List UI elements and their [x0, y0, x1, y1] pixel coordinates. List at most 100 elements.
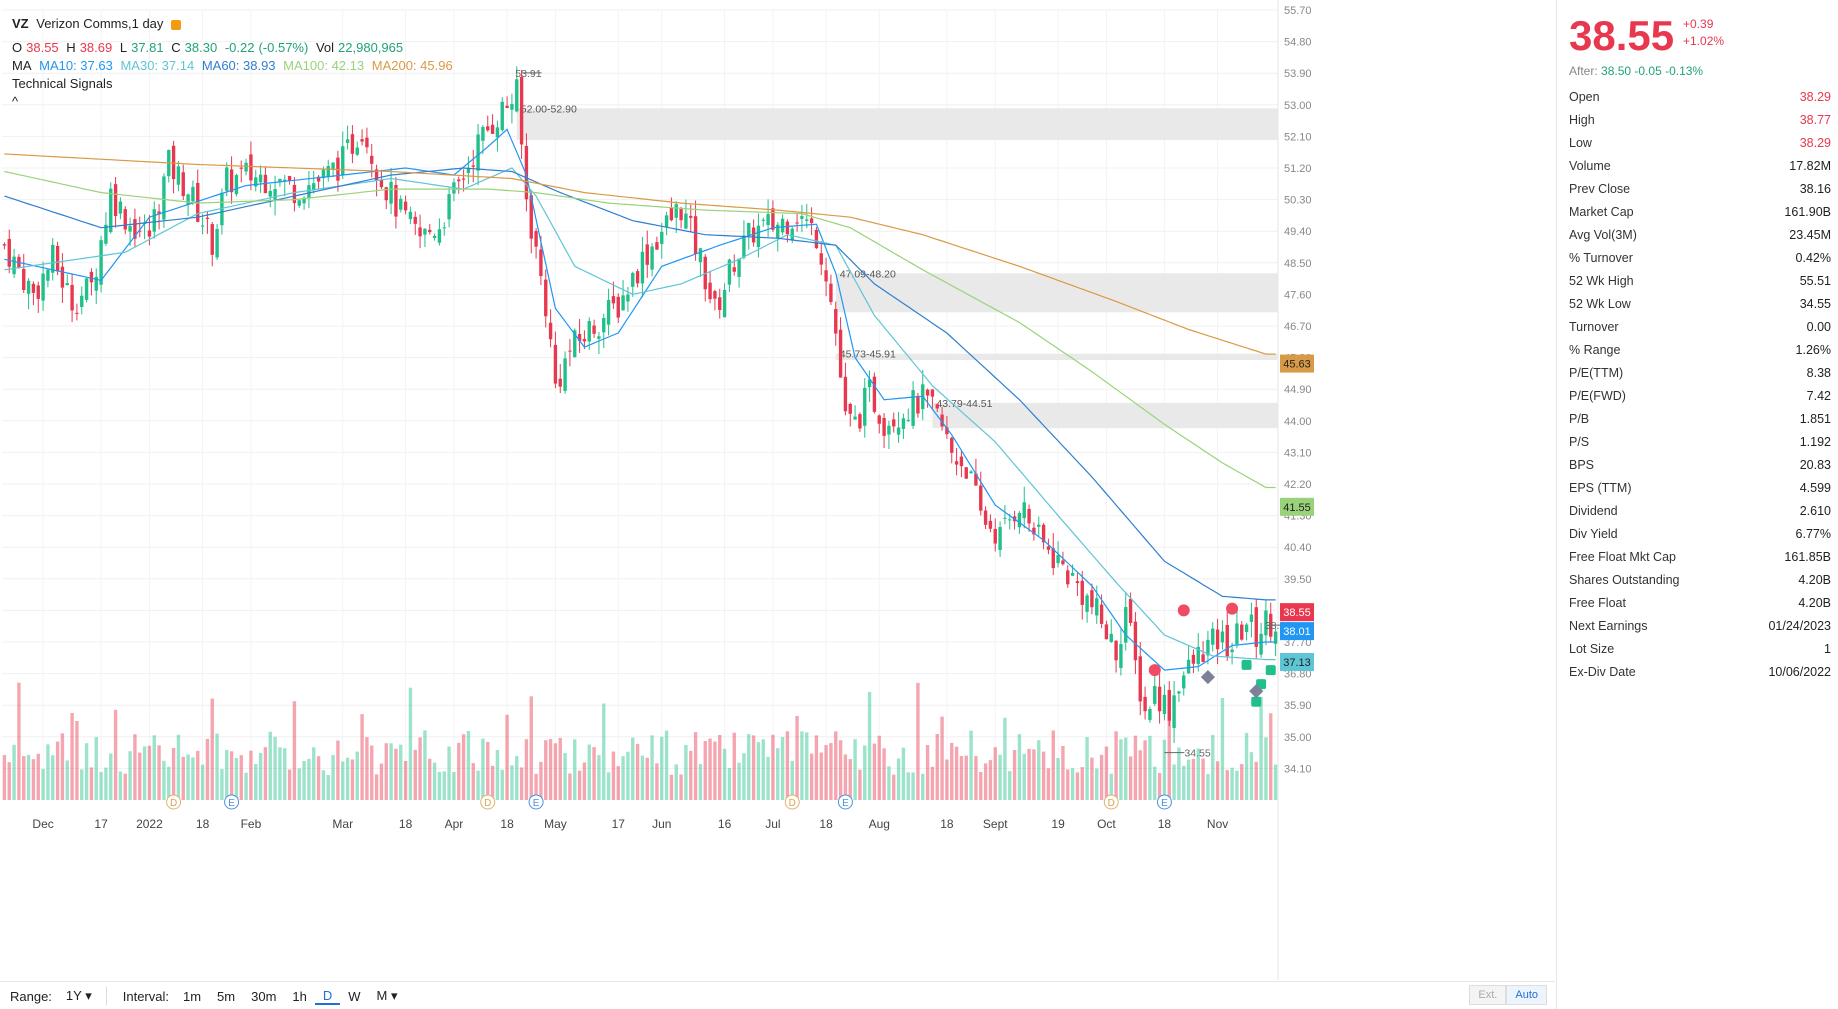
interval-d[interactable]: D: [314, 988, 341, 1005]
volume-bar: [1157, 773, 1162, 800]
stat-row: Free Float Mkt Cap 161.85B: [1569, 546, 1831, 569]
doc-icon[interactable]: [171, 19, 182, 30]
zone-label: 47.09-48.20: [840, 268, 896, 280]
volume-bar: [1196, 748, 1200, 800]
candle-body: [341, 146, 345, 176]
technical-signals[interactable]: Technical Signals: [12, 76, 113, 91]
volume-bar: [708, 738, 712, 800]
stat-label: 52 Wk High: [1569, 274, 1634, 288]
y-tick-label: 44.90: [1284, 384, 1312, 396]
volume-bar: [1225, 770, 1229, 800]
candle-body: [1027, 508, 1031, 524]
y-tick-label: 52.10: [1284, 131, 1312, 143]
volume-bar: [906, 772, 910, 800]
range-label: Range:: [10, 988, 52, 1004]
price-chart[interactable]: 55.70 54.80 53.90 53.00 52.10 51.20 50.30 49.40…: [0, 0, 1555, 980]
interval-30m[interactable]: 30m: [251, 988, 277, 1004]
volume-bar: [403, 760, 408, 800]
volume-bar: [1172, 764, 1176, 800]
ma10-legend: MA10: 37.63: [39, 58, 113, 73]
price-tag-label: 37.13: [1283, 657, 1311, 669]
y-tick-label: 35.00: [1284, 732, 1312, 744]
candle-body: [882, 417, 886, 436]
event-dividend-icon: [784, 794, 800, 810]
volume-bar: [200, 764, 205, 800]
collapse-icon[interactable]: ^: [12, 94, 19, 109]
stat-label: P/B: [1569, 412, 1590, 426]
x-tick-label: 18: [196, 817, 210, 831]
candle-body: [99, 240, 103, 285]
volume-bar: [727, 768, 732, 800]
volume-bar: [432, 762, 437, 800]
candle-body: [785, 221, 790, 235]
ma60-legend: MA60: 38.93: [201, 58, 276, 73]
resistance-zone: [835, 353, 1278, 361]
interval-1m[interactable]: 1m: [182, 988, 202, 1004]
range-select[interactable]: 1Y ▾: [65, 988, 92, 1003]
candle-body: [1201, 654, 1205, 662]
interval-1h[interactable]: 1h: [292, 988, 307, 1004]
volume-bar: [133, 734, 137, 800]
auto-button[interactable]: Auto: [1506, 985, 1547, 1005]
candle-body: [834, 309, 838, 334]
stat-value: 4.599: [1799, 481, 1831, 495]
volume-bar: [278, 747, 282, 800]
volume-bar: [1206, 774, 1210, 800]
candle-body: [326, 166, 330, 178]
candle-body: [1114, 640, 1118, 661]
volume-bar: [138, 752, 142, 800]
candle-body: [524, 145, 529, 200]
volume-bar: [452, 772, 456, 800]
candle-body: [872, 376, 877, 412]
stat-label: Low: [1569, 136, 1592, 150]
x-tick-label: Oct: [1097, 817, 1116, 831]
volume-bar: [621, 756, 625, 800]
interval-w[interactable]: W: [348, 988, 361, 1004]
high-value: 38.69: [79, 40, 113, 55]
candle-body: [181, 172, 185, 197]
volume-bar: [829, 743, 833, 800]
volume-bar: [1201, 758, 1205, 800]
volume-bar: [548, 739, 553, 800]
volume-bar: [756, 742, 761, 800]
candle-body: [553, 344, 558, 384]
candle-body: [186, 194, 190, 205]
candle-body: [225, 167, 229, 191]
volume-bar: [360, 714, 364, 800]
candle-body: [1225, 625, 1229, 657]
stat-label: Free Float Mkt Cap: [1569, 550, 1676, 564]
candle-body: [1070, 573, 1075, 576]
candle-body: [1220, 631, 1225, 643]
candle-body: [988, 520, 993, 529]
volume-bar: [196, 750, 200, 800]
volume-bar: [606, 772, 611, 800]
stat-label: Market Cap: [1569, 205, 1634, 219]
volume-bar: [254, 764, 258, 800]
volume-bar: [795, 715, 799, 800]
volume-bar: [1254, 761, 1258, 800]
volume-bar: [979, 772, 983, 800]
candle-body: [660, 231, 664, 244]
signal-square: [1251, 696, 1262, 707]
volume-bar: [1046, 768, 1051, 800]
interval-m[interactable]: M ▾: [376, 988, 398, 1003]
volume-bar: [41, 768, 45, 800]
chart-area[interactable]: 55.70 54.80 53.90 53.00 52.10 51.20 50.30 49.40…: [0, 0, 1555, 980]
volume-bar: [389, 743, 393, 800]
candle-body: [655, 242, 659, 250]
candle-body: [1066, 570, 1070, 585]
candle-body: [1249, 614, 1254, 622]
event-label: D: [1108, 798, 1115, 809]
interval-5m[interactable]: 5m: [217, 988, 236, 1004]
candle-body: [1075, 581, 1080, 584]
volume-bar: [326, 774, 330, 800]
high-label: H: [66, 40, 76, 55]
candle-body: [780, 218, 785, 233]
x-tick-label: Dec: [32, 817, 53, 831]
candle-body: [563, 358, 567, 391]
candle-body: [631, 273, 635, 287]
y-tick-label: 47.60: [1284, 289, 1312, 301]
candle-body: [283, 179, 287, 182]
ohlc-legend: O 38.55 H 38.69 L 37.81 C 38.30 -0.22 (-0.57%…: [12, 40, 407, 55]
ext-button[interactable]: Ext.: [1469, 985, 1507, 1005]
